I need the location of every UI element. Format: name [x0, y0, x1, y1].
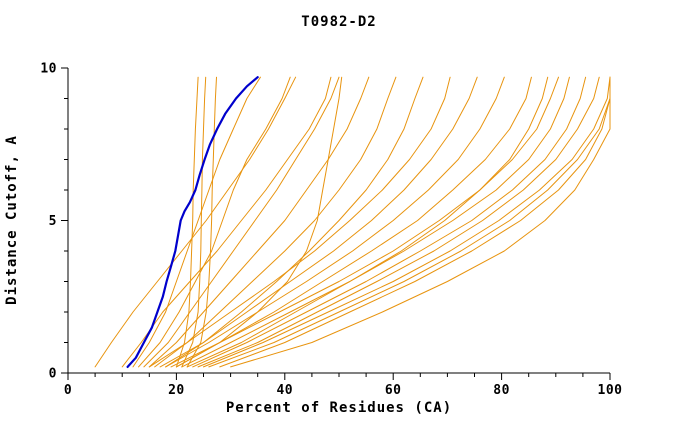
y-tick-label: 0: [49, 367, 57, 382]
model-series-line: [197, 76, 600, 368]
highlight-series-line: [126, 76, 259, 368]
model-series-line: [203, 76, 611, 368]
y-axis-label: Distance Cutoff, A: [4, 135, 20, 305]
model-series-line: [94, 76, 297, 368]
x-tick-label: 80: [493, 383, 510, 398]
model-series-line: [165, 76, 505, 368]
model-series-line: [138, 76, 291, 368]
model-series-line: [208, 76, 611, 368]
model-series-line: [121, 76, 332, 368]
x-tick-label: 20: [168, 383, 185, 398]
x-tick-label: 60: [385, 383, 402, 398]
model-series-line: [181, 76, 207, 368]
model-series-line: [192, 76, 587, 368]
model-series-line: [175, 76, 343, 368]
plot-layer: 0 20 40 60 80 100 0 5 10: [40, 62, 622, 399]
model-series-line: [230, 76, 611, 368]
x-axis-label: Percent of Residues (CA): [226, 400, 452, 416]
chart-title: T0982-D2: [301, 14, 376, 30]
model-series-line: [170, 76, 559, 368]
model-series-line: [181, 76, 570, 368]
model-series-line: [159, 76, 478, 368]
model-series-line: [143, 76, 340, 368]
model-series-line: [186, 76, 549, 368]
model-series-line: [148, 76, 451, 368]
model-series-line: [219, 76, 611, 368]
model-series-line: [175, 76, 532, 368]
y-tick-label: 10: [40, 62, 57, 77]
x-tick-label: 0: [64, 383, 72, 398]
x-tick-label: 40: [276, 383, 293, 398]
model-series-line: [186, 76, 217, 368]
y-tick-label: 5: [49, 214, 57, 229]
model-series-line: [148, 76, 370, 368]
model-series-line: [175, 76, 199, 368]
model-series-line: [154, 76, 397, 368]
model-series-line: [132, 76, 261, 368]
x-tick-label: 100: [598, 383, 623, 398]
model-series-line: [165, 76, 424, 368]
